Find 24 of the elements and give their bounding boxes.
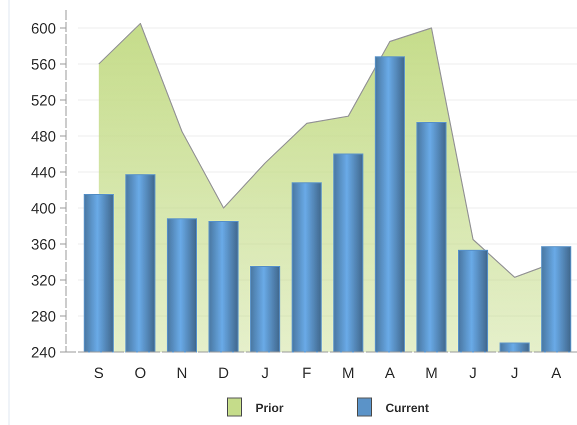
y-tick-label: 360	[30, 236, 56, 254]
y-tick-label: 520	[30, 92, 56, 110]
y-tick-label: 400	[30, 200, 56, 218]
y-tick-label: 440	[30, 164, 56, 182]
x-tick-label: O	[134, 365, 146, 382]
y-tick-label: 600	[30, 20, 56, 38]
y-tick-label: 560	[30, 56, 56, 74]
x-tick-label: J	[261, 365, 269, 382]
x-tick-label: F	[302, 365, 312, 382]
x-tick-label: S	[94, 365, 104, 382]
legend-label: Prior	[256, 401, 284, 415]
x-tick-label: J	[469, 365, 477, 382]
x-tick-label: A	[551, 365, 562, 382]
y-tick-label: 320	[30, 272, 56, 290]
x-tick-label: M	[342, 365, 355, 382]
y-tick-label: 240	[30, 344, 56, 362]
legend-label: Current	[386, 401, 429, 415]
y-tick-label: 480	[30, 128, 56, 146]
x-tick-label: N	[176, 365, 188, 382]
x-tick-label: J	[510, 365, 518, 382]
y-tick-label: 280	[30, 308, 56, 326]
x-tick-label: D	[218, 365, 230, 382]
x-tick-label: A	[384, 365, 395, 382]
x-tick-label: M	[425, 365, 438, 382]
